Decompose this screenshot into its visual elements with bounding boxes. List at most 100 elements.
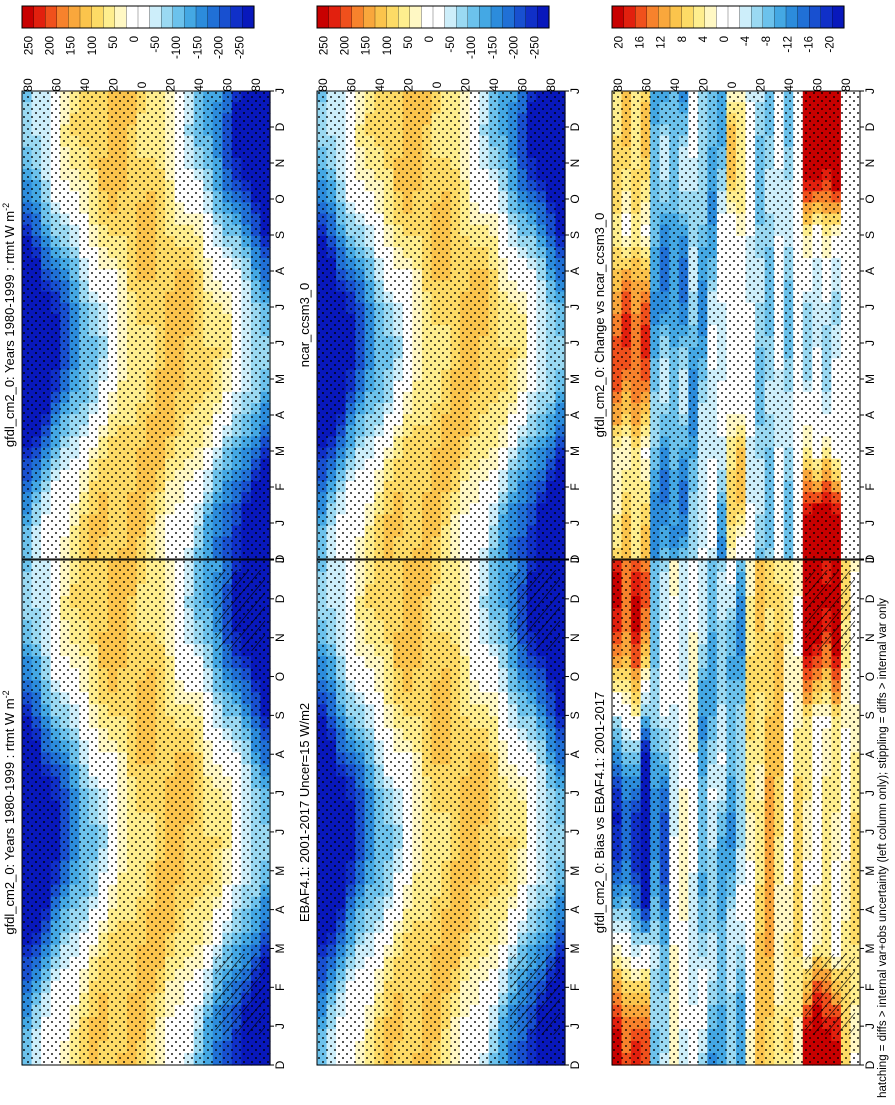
colorbar-difference: 20 16 12 8 4 0 -4 -8 -12 -16 -20 <box>611 5 845 53</box>
colorbar-swatch <box>514 5 527 29</box>
colorbar-absolute: 250 200 150 100 50 0 -50 -100 -150 -200 -250 <box>21 5 255 59</box>
colorbar-tick-label: 0 <box>129 36 141 42</box>
stippling <box>317 91 565 559</box>
lat-label: 80 <box>611 78 625 92</box>
lat-label: 80 <box>249 78 263 92</box>
month-label: F <box>568 984 582 991</box>
colorbar-swatch <box>785 5 799 29</box>
title-superscript: -2 <box>1 690 11 698</box>
colorbar-swatch <box>502 5 515 29</box>
month-label: A <box>568 750 582 758</box>
month-label: N <box>568 633 582 642</box>
lat-label: 0 <box>135 81 149 88</box>
plot-frame <box>21 559 271 1066</box>
colorbar-tick-label: -150 <box>487 36 499 59</box>
month-label: J <box>273 790 287 796</box>
month-label: J <box>863 304 877 310</box>
month-label: M <box>568 943 582 953</box>
lat-label: 20 <box>459 78 473 92</box>
colorbar-swatch <box>716 5 729 29</box>
lat-label: 20 <box>402 78 416 92</box>
colorbar-tick-label: 50 <box>403 36 415 49</box>
stippling <box>22 91 270 559</box>
colorbar-swatch <box>114 5 127 29</box>
colorbar-swatch <box>316 5 330 29</box>
colorbar-swatch <box>727 5 741 29</box>
colorbar-tick-label: -100 <box>466 36 478 59</box>
month-label: M <box>568 866 582 876</box>
colorbar-swatch <box>79 5 93 29</box>
month-label: N <box>273 159 287 168</box>
lat-label: 0 <box>430 81 444 88</box>
panel-title: gfdl_cm2_0: Change vs ncar_ccsm3_0 <box>592 213 607 438</box>
colorbar-tick-label: 200 <box>340 36 352 55</box>
month-label: J <box>863 340 877 346</box>
month-label: O <box>863 194 877 203</box>
colorbar-swatch <box>421 5 434 29</box>
colorbar-swatch <box>739 5 752 29</box>
colorbar-tick-label: -20 <box>824 36 836 53</box>
month-label: J <box>568 520 582 526</box>
colorbar-swatch <box>103 5 116 29</box>
colorbar-swatch <box>646 5 659 29</box>
colorbar-swatch <box>91 5 104 29</box>
month-label: J <box>568 304 582 310</box>
colorbar-swatch <box>479 5 492 29</box>
month-label: A <box>273 750 287 758</box>
month-label: J <box>568 1023 582 1029</box>
colorbar-swatch <box>623 5 636 29</box>
lat-label: 40 <box>782 78 796 92</box>
lat-label: 80 <box>21 78 35 92</box>
panel-title: EBAF4.1: 2001-2017 Uncer=15 W/m2 <box>297 703 312 922</box>
month-label: J <box>863 790 877 796</box>
colorbar-swatch <box>611 5 625 29</box>
month-label: A <box>273 267 287 275</box>
lat-label: 20 <box>754 78 768 92</box>
colorbar-tick-label: -250 <box>234 36 246 59</box>
figure-note: hatching = diffs > internal var+obs unce… <box>877 598 889 1098</box>
month-label: J <box>273 520 287 526</box>
colorbar-swatch <box>537 5 550 29</box>
month-label: O <box>568 194 582 203</box>
colorbar-swatch <box>762 5 775 29</box>
month-label: F <box>863 483 877 490</box>
colorbar-tick-label: 250 <box>319 36 331 55</box>
month-label: J <box>568 829 582 835</box>
lat-label: 60 <box>345 78 359 92</box>
month-label: S <box>568 711 582 719</box>
colorbar-swatch <box>363 5 376 29</box>
colorbar-swatch <box>409 5 422 29</box>
month-label: A <box>568 411 582 419</box>
month-label: M <box>273 866 287 876</box>
month-label: D <box>863 554 877 563</box>
hatching-region <box>805 953 856 1035</box>
hatching-region <box>215 570 266 651</box>
colorbar-tick-label: -8 <box>761 36 773 46</box>
plot-frame <box>316 559 566 1066</box>
month-label: D <box>568 554 582 563</box>
colorbar-swatch <box>195 5 209 29</box>
colorbar-swatch <box>56 5 69 29</box>
month-label: J <box>273 340 287 346</box>
colorbar-swatch <box>207 5 220 29</box>
month-label: J <box>863 88 877 94</box>
colorbar-swatch <box>398 5 411 29</box>
colorbar-swatch <box>832 5 845 29</box>
colorbar-tick-label: 0 <box>719 36 731 42</box>
lat-label: 20 <box>164 78 178 92</box>
panel-gfdl-years-left: DJFMAMJJASONDJ80604020020406080gfdl_cm2_… <box>1 547 287 1069</box>
panel-title: gfdl_cm2_0: Bias vs EBAF4.1: 2001-2017 <box>592 692 607 933</box>
month-label: M <box>568 374 582 384</box>
month-label: D <box>273 1060 287 1069</box>
month-label: J <box>863 829 877 835</box>
month-label: S <box>273 231 287 239</box>
month-label: F <box>273 483 287 490</box>
month-label: D <box>273 122 287 131</box>
lat-label: 80 <box>316 78 330 92</box>
month-label: D <box>273 594 287 603</box>
colorbar-tick-label: -4 <box>740 35 752 46</box>
colorbar-swatch <box>693 5 706 29</box>
colorbar-tick-label: 20 <box>614 36 626 49</box>
panel-title: gfdl_cm2_0: Years 1980-1999 : rtmt W m-2 <box>1 203 17 447</box>
